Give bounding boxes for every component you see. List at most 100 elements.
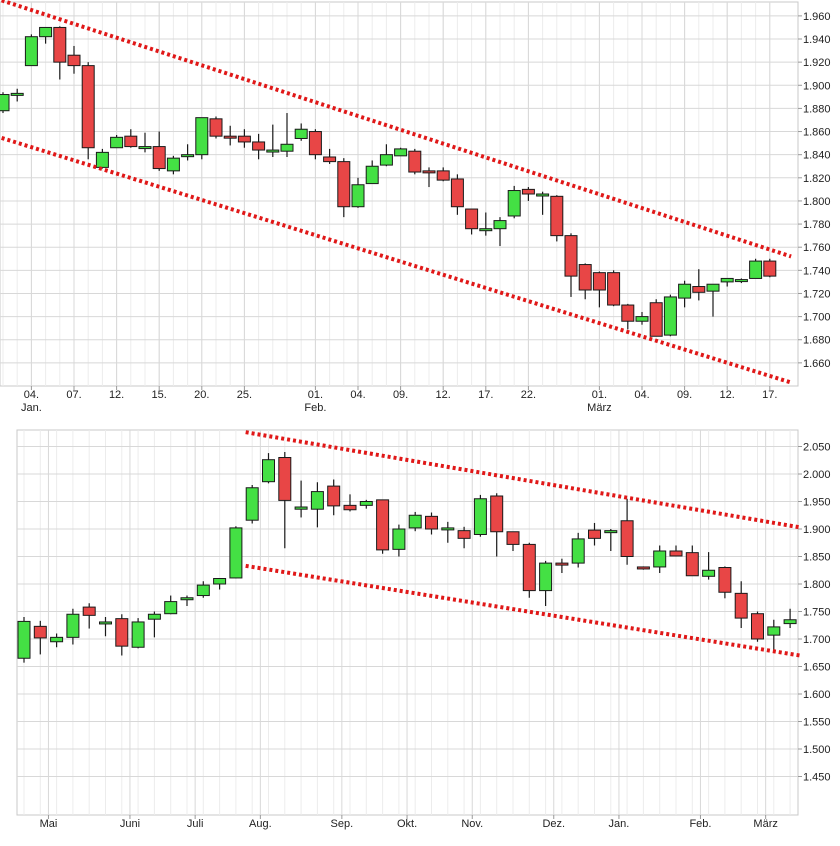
y-tick-label: 1.900 xyxy=(803,524,831,536)
candle-body-up xyxy=(720,277,734,283)
candle-body-down xyxy=(450,178,464,208)
candle-body-down xyxy=(209,118,223,137)
candle-body-up xyxy=(66,613,80,638)
y-tick-label: 1.550 xyxy=(803,717,831,729)
x-tick-label: 09. xyxy=(393,389,408,401)
y-tick-label: 1.900 xyxy=(803,80,831,92)
x-tick-label: Sep. xyxy=(331,818,354,830)
y-tick-label: 1.700 xyxy=(803,634,831,646)
x-tick-month-label: Jan. xyxy=(21,402,42,414)
x-tick-label: Juli xyxy=(187,818,204,830)
x-tick-label: 12. xyxy=(109,389,124,401)
candle-body-down xyxy=(152,146,166,170)
x-tick-label: März xyxy=(753,818,777,830)
candle-body-down xyxy=(237,135,251,143)
candle-body-up xyxy=(394,148,408,157)
candle-body-up xyxy=(749,260,763,279)
x-tick-label: Mai xyxy=(40,818,58,830)
y-tick-label: 1.650 xyxy=(803,662,831,674)
x-tick-label: Jan. xyxy=(609,818,630,830)
candle-body-up xyxy=(539,562,553,592)
x-tick-label: 22. xyxy=(521,389,536,401)
x-tick-label: Nov. xyxy=(461,818,483,830)
candle-body-down xyxy=(692,286,706,293)
daily-candlestick-chart: 1.660 1.680 1.700 1.720 1.740 1.760 1.780 1.800… xyxy=(0,0,831,414)
x-tick-label: 07. xyxy=(66,389,81,401)
y-tick-label: 1.500 xyxy=(803,744,831,756)
candle-body-down xyxy=(53,26,67,63)
candle-body-down xyxy=(718,567,732,593)
candle-body-up xyxy=(734,279,748,283)
candle-body-down xyxy=(457,530,471,539)
candle-body-down xyxy=(81,65,95,149)
y-tick-label: 1.700 xyxy=(803,312,831,324)
y-tick-label: 1.840 xyxy=(803,150,831,162)
candle-body-down xyxy=(323,156,337,163)
candle-body-down xyxy=(408,150,422,173)
candle-body-up xyxy=(408,514,422,529)
x-tick-label: 20. xyxy=(194,389,209,401)
candle-body-up xyxy=(379,154,393,166)
candle-body-up xyxy=(213,578,227,585)
y-tick-label: 1.800 xyxy=(803,196,831,208)
x-tick-label: 04. xyxy=(24,389,39,401)
candle-body-up xyxy=(663,296,677,336)
x-tick-label: Feb. xyxy=(689,818,711,830)
candle-body-up xyxy=(229,527,243,579)
y-tick-label: 1.950 xyxy=(803,497,831,509)
x-tick-label: 17. xyxy=(762,389,777,401)
candle-body-up xyxy=(294,128,308,139)
trend-channel-line xyxy=(245,430,801,530)
candle-body-up xyxy=(653,550,667,568)
candle-body-down xyxy=(223,135,237,139)
candle-body-up xyxy=(166,157,180,172)
y-tick-label: 1.850 xyxy=(803,552,831,564)
y-tick-label: 1.600 xyxy=(803,689,831,701)
x-tick-label: 01. xyxy=(308,389,323,401)
candle-body-up xyxy=(365,165,379,185)
y-tick-label: 1.920 xyxy=(803,57,831,69)
candle-body-up xyxy=(110,136,124,149)
candle-body-down xyxy=(376,499,390,551)
x-tick-label: Okt. xyxy=(397,818,417,830)
candle-body-up xyxy=(138,146,152,150)
candle-body-down xyxy=(763,260,777,277)
candle-body-down xyxy=(436,170,450,181)
candle-body-up xyxy=(767,626,781,636)
y-tick-label: 2.050 xyxy=(803,442,831,454)
x-tick-label: Dez. xyxy=(542,818,565,830)
candle-body-up xyxy=(17,620,31,659)
candle-body-down xyxy=(308,131,322,156)
candle-body-down xyxy=(636,566,650,570)
candle-body-up xyxy=(392,528,406,550)
x-tick-month-label: Feb. xyxy=(304,402,326,414)
candle-body-up xyxy=(181,154,195,158)
candle-body-up xyxy=(479,228,493,232)
candle-body-up xyxy=(180,597,194,601)
trend-channel-line xyxy=(0,135,792,385)
candle-body-up xyxy=(507,190,521,217)
y-tick-label: 1.720 xyxy=(803,288,831,300)
candle-body-down xyxy=(343,504,357,511)
candle-body-up xyxy=(196,584,210,597)
candle-body-up xyxy=(294,506,308,510)
y-tick-label: 1.740 xyxy=(803,265,831,277)
y-tick-label: 1.940 xyxy=(803,34,831,46)
candle-body-up xyxy=(604,530,618,534)
candle-body-down xyxy=(124,135,138,148)
y-tick-label: 2.000 xyxy=(803,469,831,481)
candle-body-up xyxy=(24,36,38,67)
y-tick-label: 1.880 xyxy=(803,103,831,115)
candle-body-down xyxy=(422,170,436,174)
candle-body-up xyxy=(95,151,109,168)
candle-body-up xyxy=(536,193,550,197)
candle-body-up xyxy=(280,143,294,152)
candle-body-up xyxy=(702,569,716,577)
candle-body-up xyxy=(351,184,365,208)
candle-body-down xyxy=(621,304,635,322)
candle-body-up xyxy=(147,613,161,620)
candle-body-down xyxy=(751,613,764,640)
x-tick-label: 15. xyxy=(152,389,167,401)
y-tick-label: 1.750 xyxy=(803,607,831,619)
